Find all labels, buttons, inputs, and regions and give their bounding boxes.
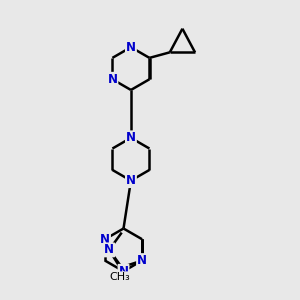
Text: N: N	[137, 254, 147, 267]
Text: N: N	[126, 41, 136, 54]
Text: N: N	[104, 243, 114, 256]
Text: N: N	[126, 174, 136, 187]
Text: N: N	[118, 265, 128, 278]
Text: N: N	[100, 233, 110, 246]
Text: N: N	[126, 131, 136, 144]
Text: N: N	[107, 73, 117, 86]
Text: CH₃: CH₃	[109, 272, 130, 282]
